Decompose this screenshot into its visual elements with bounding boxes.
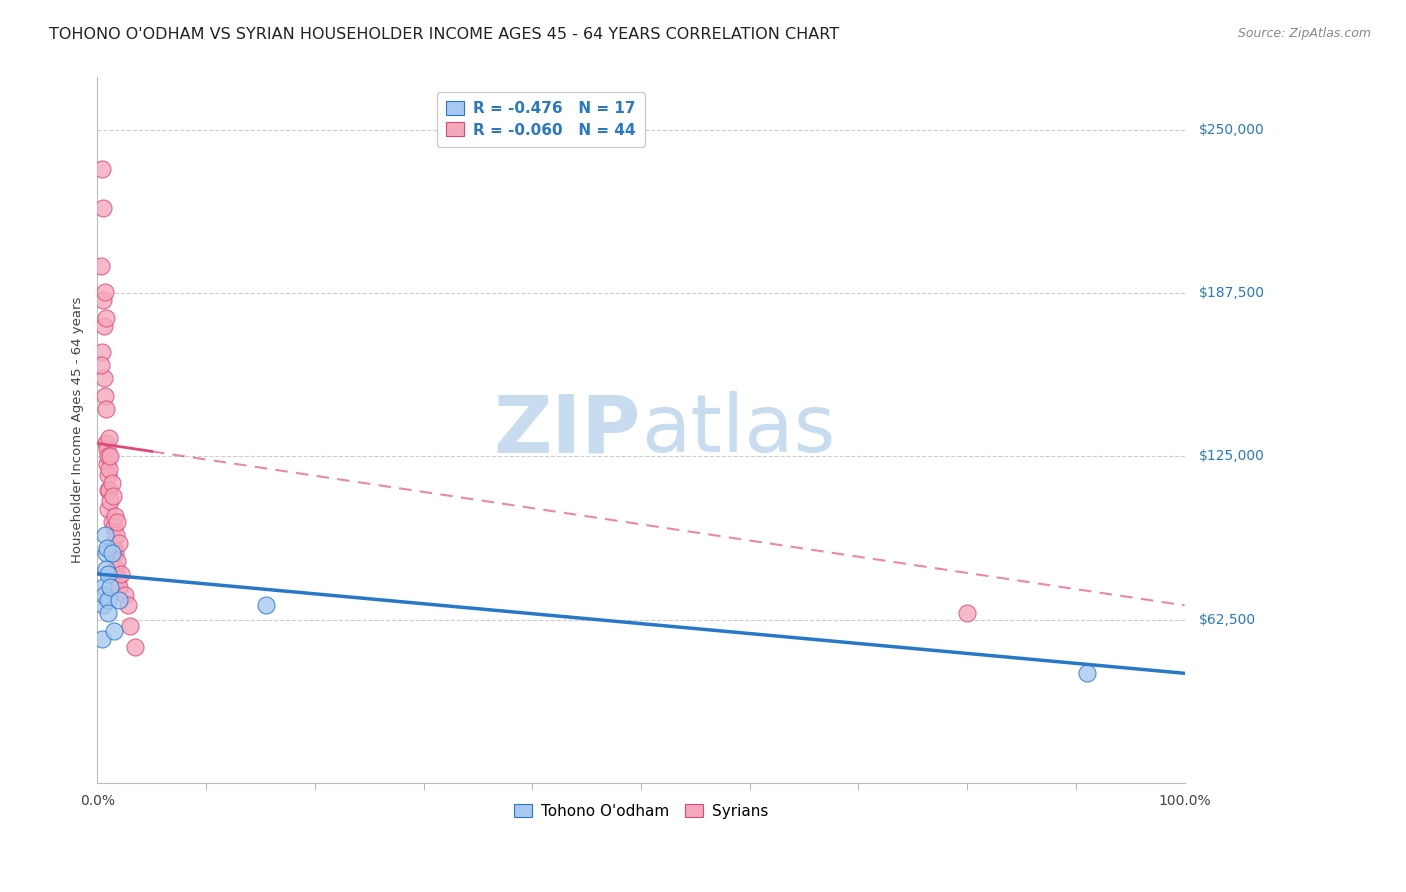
Point [108,580,131,594]
Point [100,475,122,490]
Point [97,593,120,607]
Point [103,541,125,555]
Point [98,431,121,445]
Point [96,541,118,555]
Point [96,457,118,471]
Point [114,588,136,602]
Point [93,588,115,602]
Point [91,201,114,215]
Point [107,572,129,586]
Point [93,318,115,333]
Point [124,640,146,655]
Point [94,389,117,403]
Point [94,285,117,299]
Point [90,161,112,176]
Point [96,442,118,456]
Point [93,371,115,385]
Point [1076,666,1098,681]
Point [94,436,117,450]
Point [108,535,131,549]
Point [97,606,120,620]
Point [91,580,114,594]
Point [98,483,121,498]
Text: $62,500: $62,500 [1198,613,1256,627]
Point [110,566,132,581]
Point [956,606,979,620]
Point [100,580,122,594]
Point [103,624,125,639]
Point [100,450,122,464]
Text: atlas: atlas [641,392,835,469]
Point [105,515,128,529]
Point [254,599,277,613]
Point [97,501,120,516]
Point [104,562,127,576]
Point [94,310,117,325]
Point [108,593,131,607]
Point [104,528,127,542]
Point [117,599,139,613]
Point [118,619,141,633]
Point [100,515,122,529]
Point [97,483,120,498]
Point [97,450,120,464]
Point [94,562,117,576]
Point [97,467,120,482]
Point [100,493,122,508]
Text: TOHONO O'ODHAM VS SYRIAN HOUSEHOLDER INCOME AGES 45 - 64 YEARS CORRELATION CHART: TOHONO O'ODHAM VS SYRIAN HOUSEHOLDER INC… [49,27,839,42]
Point [105,554,128,568]
Point [97,566,120,581]
Point [94,528,117,542]
Text: Source: ZipAtlas.com: Source: ZipAtlas.com [1237,27,1371,40]
Point [101,489,124,503]
Point [104,546,127,560]
Legend: Tohono O'odham, Syrians: Tohono O'odham, Syrians [508,797,775,825]
Text: ZIP: ZIP [494,392,641,469]
Point [104,509,127,524]
Point [94,402,117,417]
Point [90,344,112,359]
Text: $250,000: $250,000 [1198,123,1264,136]
Point [98,462,121,476]
Text: $187,500: $187,500 [1198,286,1264,300]
Point [90,632,112,647]
Point [91,599,114,613]
Point [94,546,117,560]
Point [90,358,112,372]
Point [103,520,125,534]
Point [90,259,112,273]
Y-axis label: Householder Income Ages 45 - 64 years: Householder Income Ages 45 - 64 years [72,297,84,564]
Point [100,546,122,560]
Text: $125,000: $125,000 [1198,450,1264,463]
Point [91,293,114,307]
